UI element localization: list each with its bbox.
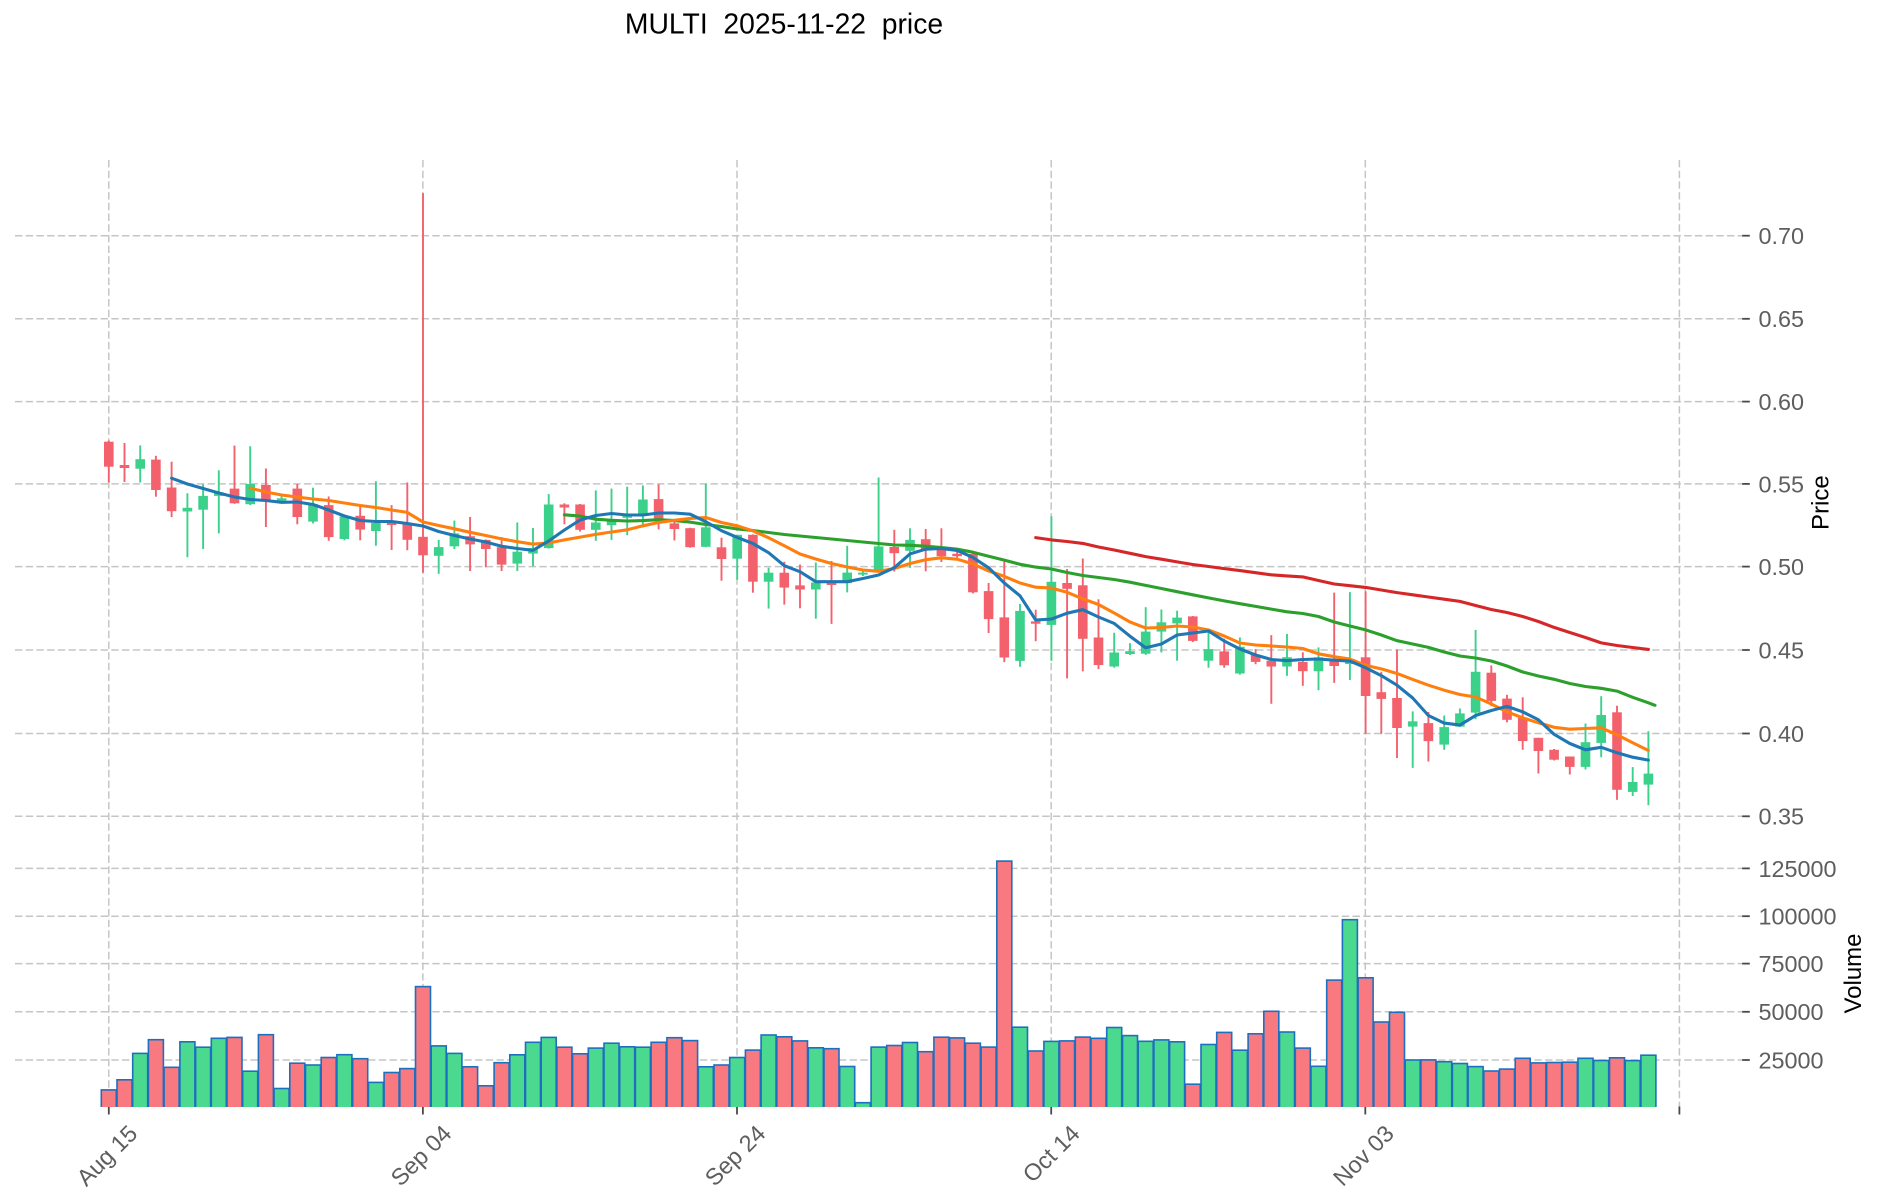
svg-text:0.65: 0.65 [1759,306,1805,332]
svg-text:0.40: 0.40 [1759,721,1805,747]
svg-text:0.70: 0.70 [1759,223,1805,249]
svg-text:MULTI 2025-11-22 price: MULTI 2025-11-22 price [625,8,943,40]
svg-text:0.50: 0.50 [1759,554,1805,580]
svg-text:50000: 50000 [1759,999,1824,1025]
svg-text:0.60: 0.60 [1759,389,1805,415]
svg-text:0.35: 0.35 [1759,804,1805,830]
svg-text:0.45: 0.45 [1759,637,1805,663]
svg-text:125000: 125000 [1759,856,1837,882]
svg-text:75000: 75000 [1759,951,1824,977]
svg-text:Volume: Volume [1840,933,1867,1013]
svg-text:0.55: 0.55 [1759,471,1805,497]
svg-text:Price: Price [1808,475,1835,530]
svg-text:100000: 100000 [1759,904,1837,930]
svg-text:25000: 25000 [1759,1047,1824,1073]
